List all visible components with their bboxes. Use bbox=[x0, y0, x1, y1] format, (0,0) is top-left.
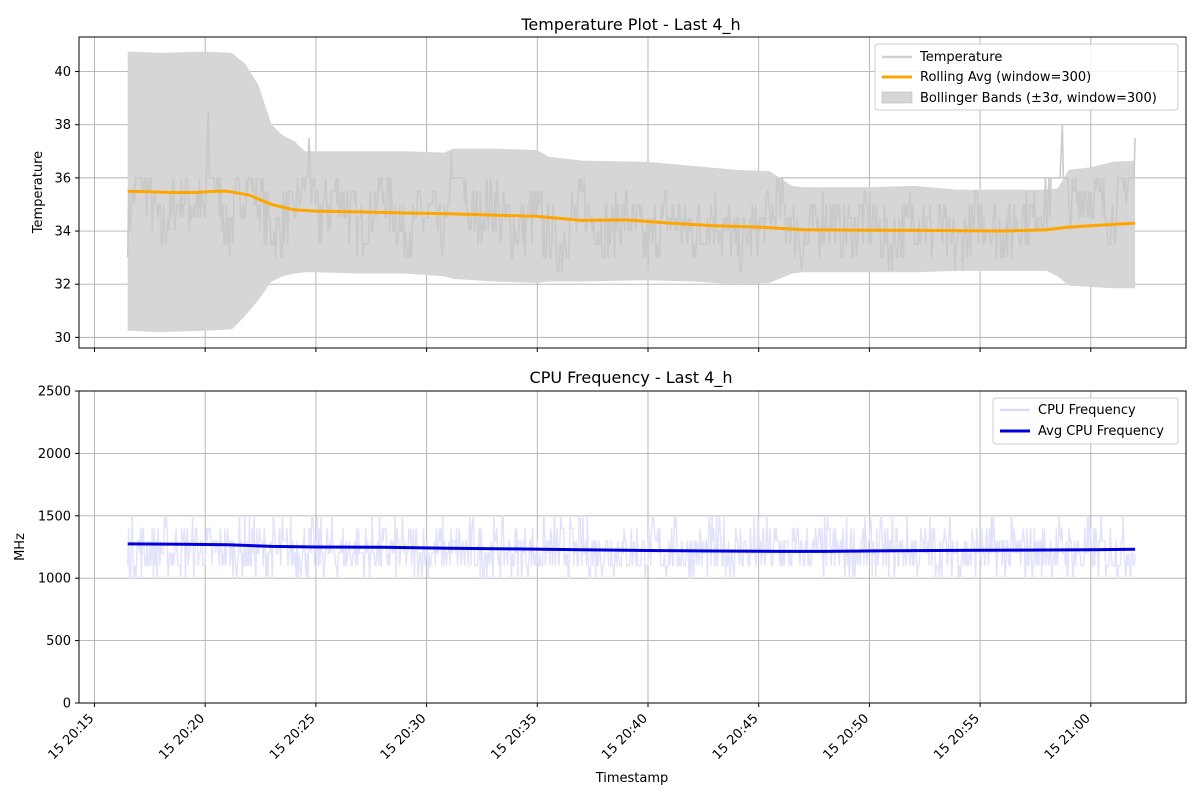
cpu-frequency-plot-title: CPU Frequency - Last 4_h bbox=[530, 368, 733, 388]
bollinger-band-layer bbox=[127, 51, 1136, 333]
temperature-y-ticks: 30 32 34 36 38 40 bbox=[54, 65, 79, 346]
cpu-legend: CPU Frequency Avg CPU Frequency bbox=[992, 397, 1179, 445]
cpu-y-axis-label: MHz bbox=[13, 533, 28, 561]
avg-cpu-frequency-line bbox=[127, 542, 1136, 553]
cpu-legend-box bbox=[992, 397, 1179, 445]
y-tick-label: 0 bbox=[63, 697, 71, 712]
y-tick-label: 2000 bbox=[38, 447, 71, 462]
y-tick-label: 40 bbox=[54, 65, 71, 80]
cpu-frequency-plot: CPU Frequency - Last 4_h 0 500 1000 1500 200… bbox=[13, 368, 1187, 786]
legend-bollinger-label: Bollinger Bands (±3σ, window=300) bbox=[920, 91, 1157, 106]
y-tick-label: 36 bbox=[54, 171, 71, 186]
x-tick-label: 15 20:50 bbox=[821, 711, 873, 763]
legend-cpu-frequency-label: CPU Frequency bbox=[1038, 403, 1136, 418]
rolling-avg-line bbox=[127, 189, 1136, 233]
y-tick-label: 500 bbox=[46, 634, 71, 649]
legend-avg-cpu-frequency-label: Avg CPU Frequency bbox=[1038, 424, 1164, 439]
x-axis-label: Timestamp bbox=[595, 771, 669, 786]
x-tick-label: 15 20:30 bbox=[378, 711, 430, 763]
legend-temperature-label: Temperature bbox=[919, 50, 1002, 65]
temperature-legend-box bbox=[874, 43, 1179, 111]
temperature-legend: Temperature Rolling Avg (window=300) Bol… bbox=[874, 43, 1179, 111]
temperature-axes-frame bbox=[78, 36, 1187, 349]
temperature-plot: Temperature Plot - Last 4_h 30 32 34 36 38 40… bbox=[31, 15, 1187, 352]
x-tick-label: 15 20:25 bbox=[267, 711, 319, 763]
x-tick-label: 15 21:00 bbox=[1042, 711, 1094, 763]
legend-rolling-avg-label: Rolling Avg (window=300) bbox=[920, 70, 1091, 85]
cpu-y-ticks: 0 500 1000 1500 2000 2500 bbox=[38, 385, 79, 712]
x-tick-label: 15 20:55 bbox=[931, 711, 983, 763]
x-tick-label: 15 20:20 bbox=[156, 711, 208, 763]
cpu-frequency-line-layer bbox=[127, 515, 1136, 579]
x-tick-label: 15 20:45 bbox=[710, 711, 762, 763]
y-tick-label: 38 bbox=[54, 118, 71, 133]
bollinger-band bbox=[127, 51, 1136, 333]
temperature-line bbox=[126, 111, 1136, 272]
y-tick-label: 2500 bbox=[38, 385, 71, 400]
x-tick-label: 15 20:40 bbox=[599, 711, 651, 763]
cpu-x-ticks: 15 20:15 15 20:20 15 20:25 15 20:30 15 20:35… bbox=[46, 703, 1094, 763]
x-tick-label: 15 20:35 bbox=[488, 711, 540, 763]
rolling-avg-line-layer bbox=[127, 189, 1136, 233]
legend-bollinger-swatch bbox=[881, 91, 913, 104]
x-tick-label: 15 20:15 bbox=[46, 711, 98, 763]
y-tick-label: 32 bbox=[54, 278, 71, 293]
temperature-plot-title: Temperature Plot - Last 4_h bbox=[520, 15, 740, 35]
temperature-x-ticks bbox=[93, 348, 1092, 352]
avg-cpu-frequency-line-layer bbox=[127, 542, 1136, 553]
temperature-line-layer bbox=[126, 111, 1136, 272]
cpu-frequency-line bbox=[127, 515, 1136, 579]
y-tick-label: 1000 bbox=[38, 572, 71, 587]
y-tick-label: 1500 bbox=[38, 509, 71, 524]
y-tick-label: 30 bbox=[54, 331, 71, 346]
temperature-y-axis-label: Temperature bbox=[31, 151, 46, 234]
cpu-axes-frame bbox=[78, 390, 1187, 704]
y-tick-label: 34 bbox=[54, 225, 71, 240]
